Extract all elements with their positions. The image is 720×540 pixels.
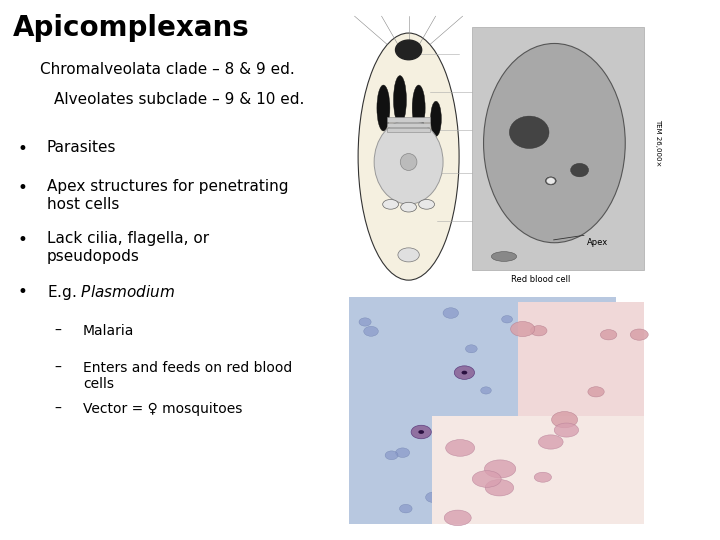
Text: Apicomplexans: Apicomplexans [13,14,250,42]
Text: Malaria: Malaria [83,324,134,338]
Ellipse shape [516,446,531,456]
Ellipse shape [426,492,441,503]
Text: Vector = ♀ mosquitoes: Vector = ♀ mosquitoes [83,402,242,416]
Text: –: – [54,361,61,375]
Text: –: – [54,402,61,416]
Ellipse shape [382,199,399,209]
Ellipse shape [419,199,435,209]
Ellipse shape [400,202,417,212]
Ellipse shape [460,487,474,497]
Ellipse shape [454,366,474,379]
FancyBboxPatch shape [349,297,616,524]
Ellipse shape [411,426,431,438]
Text: E.g. $\it{Plasmodium}$: E.g. $\it{Plasmodium}$ [47,283,175,302]
Ellipse shape [458,450,472,461]
Text: Enters and feeds on red blood
cells: Enters and feeds on red blood cells [83,361,292,391]
Ellipse shape [400,153,417,171]
Ellipse shape [510,321,535,336]
Ellipse shape [358,33,459,280]
Ellipse shape [502,315,513,323]
Ellipse shape [531,326,547,336]
Text: Lack cilia, flagella, or
pseudopods: Lack cilia, flagella, or pseudopods [47,231,209,264]
Ellipse shape [502,481,513,489]
Ellipse shape [431,102,441,137]
Ellipse shape [395,448,410,457]
Ellipse shape [444,510,471,525]
Ellipse shape [630,329,648,340]
Ellipse shape [377,85,390,131]
Text: •: • [18,283,28,301]
FancyBboxPatch shape [518,302,644,437]
Ellipse shape [465,345,477,353]
Text: –: – [54,324,61,338]
Ellipse shape [534,472,552,482]
Ellipse shape [544,310,560,321]
Ellipse shape [393,76,406,124]
Ellipse shape [546,178,555,184]
Ellipse shape [588,305,603,315]
Text: Red blood cell: Red blood cell [511,275,570,285]
Ellipse shape [400,504,412,513]
Ellipse shape [446,440,474,456]
Ellipse shape [504,478,515,485]
Text: Apex structures for penetrating
host cells: Apex structures for penetrating host cel… [47,179,288,212]
Text: •: • [18,140,28,158]
Ellipse shape [443,308,459,319]
Ellipse shape [510,116,549,148]
Ellipse shape [472,471,501,487]
Ellipse shape [600,329,617,340]
Ellipse shape [554,423,579,437]
FancyBboxPatch shape [432,416,644,524]
Ellipse shape [560,469,572,476]
Text: TEM 26,000×: TEM 26,000× [655,119,661,167]
FancyBboxPatch shape [387,117,430,122]
FancyBboxPatch shape [387,123,430,127]
FancyBboxPatch shape [472,27,644,270]
Text: •: • [18,231,28,249]
Ellipse shape [492,252,517,261]
Ellipse shape [485,480,513,496]
Ellipse shape [485,472,503,484]
Ellipse shape [374,120,443,204]
Text: Chromalveolata clade – 8 & 9 ed.: Chromalveolata clade – 8 & 9 ed. [40,62,294,77]
Ellipse shape [588,387,604,397]
Text: Alveolates subclade – 9 & 10 ed.: Alveolates subclade – 9 & 10 ed. [54,92,305,107]
Ellipse shape [571,163,589,177]
Ellipse shape [412,85,425,131]
Ellipse shape [395,40,422,60]
Ellipse shape [418,430,424,434]
Ellipse shape [526,508,544,520]
Ellipse shape [398,248,419,262]
Ellipse shape [385,451,398,460]
Ellipse shape [484,44,625,243]
Ellipse shape [462,370,467,374]
Ellipse shape [446,454,462,465]
Ellipse shape [364,326,378,336]
Ellipse shape [539,435,563,449]
Ellipse shape [481,387,491,394]
Text: •: • [18,179,28,197]
Text: Apex: Apex [587,238,608,247]
FancyBboxPatch shape [387,128,430,132]
Ellipse shape [485,460,516,478]
Ellipse shape [546,177,556,185]
Ellipse shape [552,411,577,428]
Ellipse shape [439,453,454,463]
Ellipse shape [359,318,371,326]
Text: Parasites: Parasites [47,140,117,156]
